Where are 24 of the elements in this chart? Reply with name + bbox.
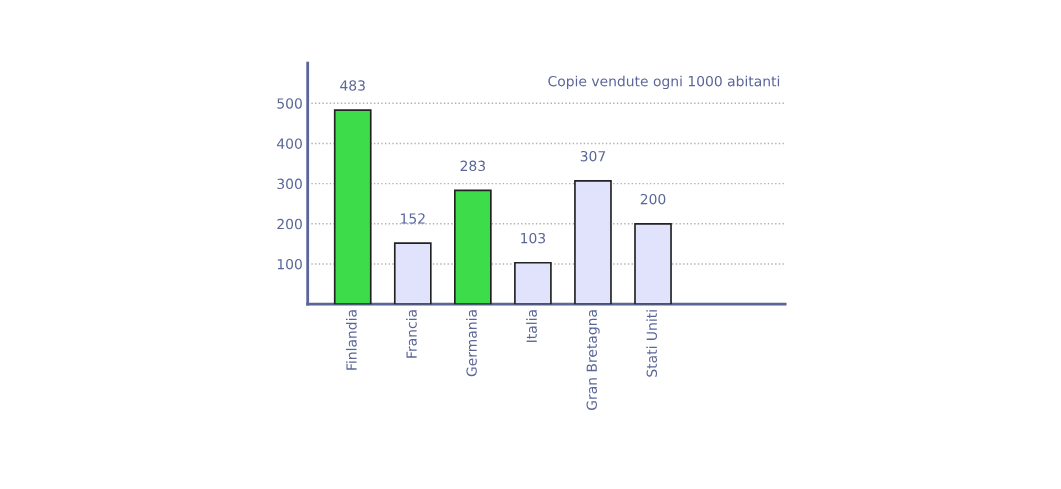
- y-tick-label: 100: [277, 258, 302, 270]
- bar: [514, 261, 552, 305]
- y-tick-label: 500: [277, 98, 302, 109]
- y-tick-label: 400: [277, 138, 302, 149]
- data-label: 483: [340, 80, 365, 91]
- y-tick-label: 300: [277, 178, 302, 190]
- bar: [333, 109, 372, 305]
- x-tick-label: Gran Bretagna: [586, 310, 600, 410]
- y-tick-label: 200: [277, 218, 302, 230]
- x-tick-label: Francia: [406, 310, 417, 358]
- data-label: 283: [460, 160, 485, 172]
- x-tick-label: Italia: [526, 310, 537, 342]
- bar: [634, 222, 672, 305]
- bar: [393, 242, 432, 305]
- annotation: Copie vendute ogni 1000 abitanti: [548, 75, 780, 90]
- data-label: 103: [521, 232, 546, 244]
- data-label: 152: [401, 213, 425, 224]
- data-label: 307: [580, 150, 606, 162]
- bar: [574, 179, 612, 305]
- x-tick-label: Germania: [466, 310, 477, 377]
- x-tick-label: Stati Uniti: [646, 310, 658, 377]
- data-label: 200: [640, 193, 666, 205]
- bar: [453, 189, 492, 305]
- x-tick-label: Finlandia: [346, 310, 357, 370]
